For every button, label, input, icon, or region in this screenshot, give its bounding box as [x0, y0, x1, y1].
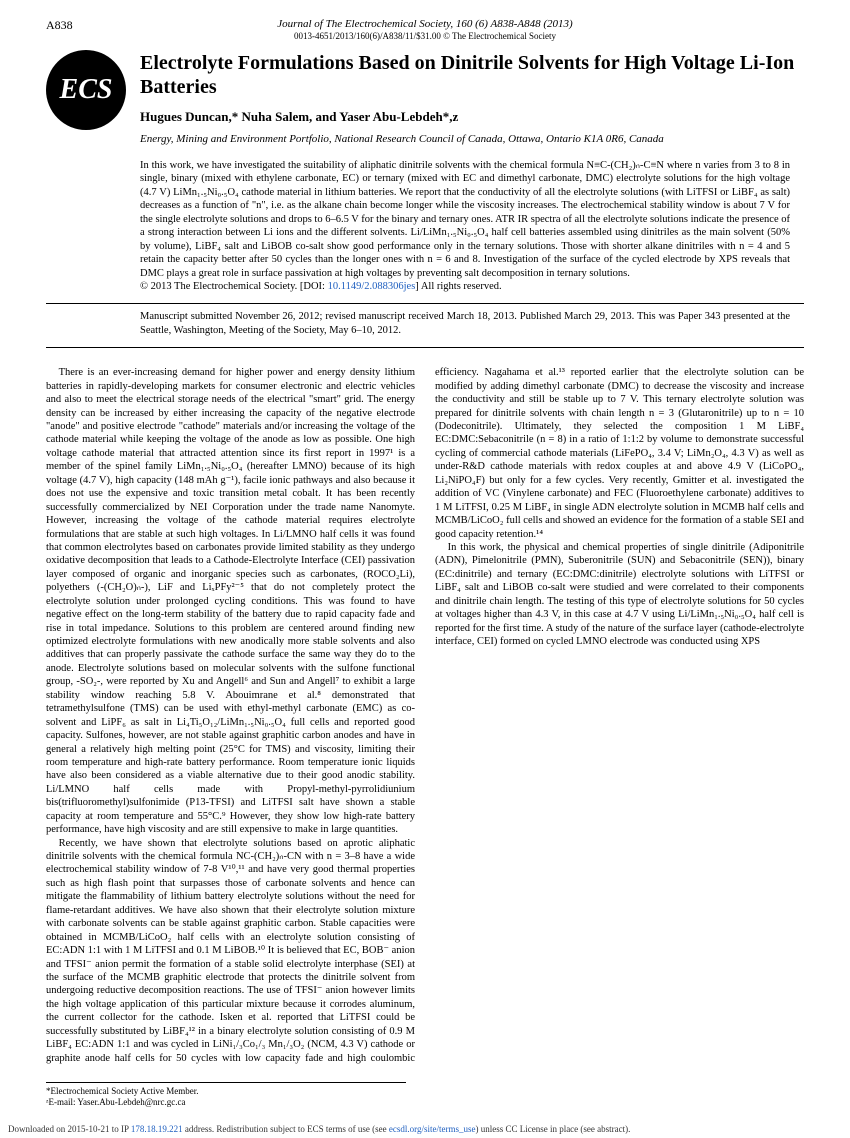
authors: Hugues Duncan,* Nuha Salem, and Yaser Ab…	[140, 109, 804, 125]
download-bar: Downloaded on 2015-10-21 to IP 178.18.19…	[0, 1120, 850, 1138]
page-number: A838	[46, 18, 73, 33]
paragraph-3: In this work, the physical and chemical …	[435, 541, 804, 649]
doi-link[interactable]: 10.1149/2.088306jes	[328, 281, 416, 292]
divider-top	[46, 303, 804, 304]
ip-address: 178.18.19.221	[131, 1124, 183, 1134]
abstract: In this work, we have investigated the s…	[140, 159, 790, 293]
divider-bottom	[46, 347, 804, 348]
footnotes: *Electrochemical Society Active Member. …	[46, 1082, 406, 1108]
ecs-logo: ECS	[46, 50, 126, 130]
paragraph-1: There is an ever-increasing demand for h…	[46, 366, 415, 836]
body-text: There is an ever-increasing demand for h…	[46, 366, 804, 1076]
ecs-logo-text: ECS	[60, 74, 113, 106]
affiliation: Energy, Mining and Environment Portfolio…	[140, 133, 804, 145]
article-title: Electrolyte Formulations Based on Dinitr…	[140, 51, 804, 99]
journal-subheader: 0013-4651/2013/160(6)/A838/11/$31.00 © T…	[0, 31, 850, 41]
footnote-member: *Electrochemical Society Active Member.	[46, 1086, 406, 1097]
terms-link[interactable]: ecsdl.org/site/terms_use	[389, 1124, 476, 1134]
footnote-email: ᶻE-mail: Yaser.Abu-Lebdeh@nrc.gc.ca	[46, 1097, 406, 1108]
journal-citation: Journal of The Electrochemical Society, …	[0, 0, 850, 30]
manuscript-info: Manuscript submitted November 26, 2012; …	[140, 310, 790, 337]
